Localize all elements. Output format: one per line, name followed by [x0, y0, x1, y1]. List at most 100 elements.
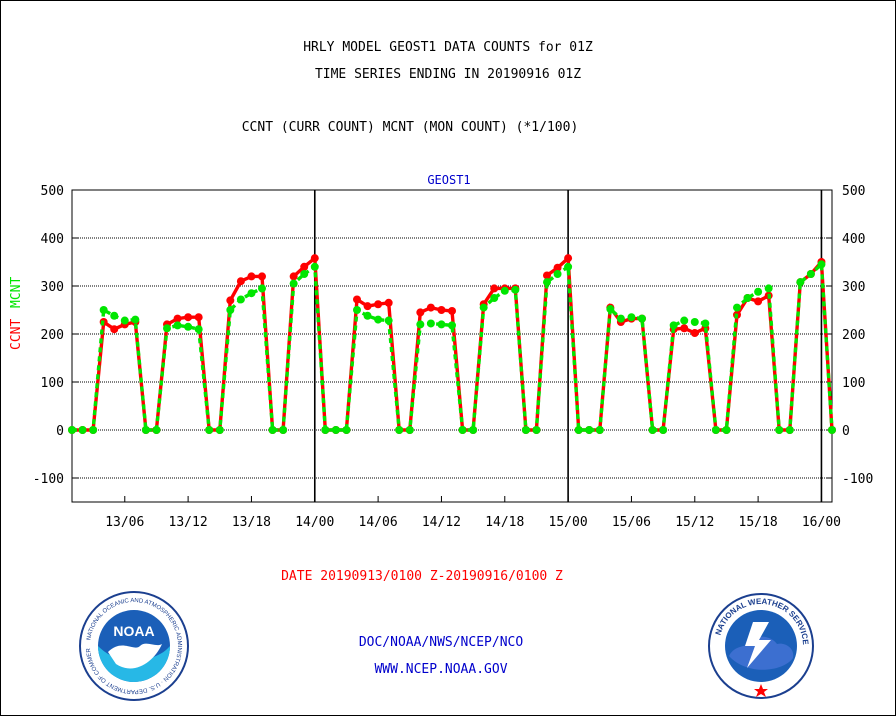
point-mcnt: [141, 426, 150, 434]
point-mcnt: [532, 426, 541, 434]
y-tick-label-left: 500: [41, 184, 64, 199]
point-ccnt: [310, 254, 319, 263]
chart-subtitle: CCNT (CURR COUNT) MCNT (MON COUNT) (*1/1…: [242, 120, 579, 135]
point-mcnt: [268, 426, 277, 434]
point-ccnt: [416, 308, 425, 317]
nws-logo: NATIONAL WEATHER SERVICE: [708, 593, 814, 699]
point-ccnt: [226, 296, 235, 305]
point-mcnt: [543, 278, 551, 287]
point-mcnt: [521, 426, 530, 434]
point-ccnt: [690, 329, 699, 338]
x-tick-label: 13/18: [232, 515, 271, 530]
y-tick-label-left: 300: [41, 280, 64, 295]
x-tick-label: 14/12: [422, 515, 461, 530]
point-mcnt: [669, 321, 678, 330]
point-mcnt: [247, 289, 256, 298]
point-ccnt: [184, 313, 193, 322]
point-mcnt: [226, 306, 235, 314]
point-ccnt: [247, 272, 256, 281]
point-ccnt: [754, 297, 763, 306]
point-mcnt: [585, 426, 594, 434]
point-mcnt: [310, 262, 319, 271]
point-ccnt: [490, 284, 499, 293]
point-mcnt: [828, 426, 836, 434]
point-mcnt: [574, 426, 583, 434]
point-mcnt: [490, 294, 499, 302]
point-mcnt: [638, 314, 646, 323]
x-axis-ticks: 13/06 13/12 13/18 14/00 14/06 14/12 14/18 15/00…: [105, 496, 841, 530]
point-mcnt: [733, 303, 741, 312]
point-ccnt: [194, 313, 203, 322]
point-mcnt: [89, 426, 98, 434]
point-mcnt: [342, 426, 351, 434]
point-mcnt: [321, 426, 330, 434]
point-mcnt: [764, 284, 773, 293]
point-mcnt: [690, 318, 699, 326]
grid-lines: [72, 237, 832, 479]
point-ccnt: [363, 302, 372, 311]
point-ccnt: [680, 324, 689, 333]
x-tick-label: 14/18: [485, 515, 524, 530]
point-mcnt: [606, 305, 615, 314]
point-mcnt: [648, 426, 657, 434]
point-mcnt: [78, 426, 87, 434]
chart-title-line1: HRLY MODEL GEOST1 DATA COUNTS for 01Z: [303, 40, 593, 55]
series-line-mcnt: [72, 260, 834, 432]
point-mcnt: [395, 426, 404, 434]
point-mcnt: [215, 426, 224, 434]
point-ccnt: [236, 277, 245, 286]
point-mcnt: [184, 322, 193, 331]
point-mcnt: [458, 426, 467, 434]
point-mcnt: [479, 303, 488, 312]
point-mcnt: [711, 426, 720, 434]
x-tick-label: 13/12: [169, 515, 208, 530]
point-ccnt: [110, 325, 119, 334]
y-tick-label-right: 300: [842, 280, 865, 295]
point-mcnt: [163, 324, 171, 333]
point-mcnt: [110, 311, 119, 320]
point-mcnt: [353, 306, 361, 314]
noaa-logo-text: NOAA: [113, 623, 154, 639]
point-mcnt: [627, 313, 636, 322]
noaa-logo: NOAA NATIONAL OCEANIC AND ATMOSPHERIC AD…: [78, 590, 189, 701]
point-mcnt: [722, 426, 731, 434]
point-mcnt: [701, 319, 710, 328]
point-ccnt: [384, 298, 393, 307]
x-tick-label: 14/06: [359, 515, 398, 530]
point-ccnt: [543, 271, 551, 280]
y-tick-label-right: 100: [842, 376, 865, 391]
x-tick-label: 15/12: [675, 515, 714, 530]
point-mcnt: [131, 315, 140, 324]
point-ccnt: [173, 314, 182, 323]
point-mcnt: [564, 262, 573, 271]
point-mcnt: [300, 270, 309, 278]
y-axis-ticks: -100 -100 0 0 100 100 200 200 300 300 400 400 500 500: [33, 184, 874, 487]
plot-frame: [71, 189, 833, 503]
y-tick-label-left: -100: [33, 472, 64, 487]
y-axis-label: CCNT MCNT: [9, 277, 24, 350]
chart-title-line2: TIME SERIES ENDING IN 20190916 01Z: [315, 67, 581, 82]
point-mcnt: [258, 284, 266, 293]
point-mcnt: [775, 426, 784, 434]
x-tick-label: 15/00: [549, 515, 588, 530]
point-ccnt: [353, 295, 361, 304]
point-ccnt: [426, 303, 435, 312]
point-ccnt: [564, 254, 573, 263]
point-ccnt: [289, 272, 298, 281]
website-link[interactable]: WWW.NCEP.NOAA.GOV: [374, 662, 507, 677]
point-mcnt: [500, 286, 509, 295]
y-tick-label-right: 200: [842, 328, 865, 343]
point-mcnt: [595, 426, 604, 434]
point-ccnt: [437, 306, 446, 314]
point-ccnt: [448, 306, 456, 315]
x-tick-label: 16/00: [802, 515, 841, 530]
point-mcnt: [511, 285, 520, 294]
y-tick-label-left: 0: [56, 424, 64, 439]
org-line: DOC/NOAA/NWS/NCEP/NCO: [359, 635, 524, 650]
point-mcnt: [405, 426, 414, 434]
point-mcnt: [331, 426, 340, 434]
y-tick-label-left: 400: [41, 232, 64, 247]
y-axis-label-part: CCNT: [9, 319, 24, 350]
point-mcnt: [785, 426, 794, 434]
